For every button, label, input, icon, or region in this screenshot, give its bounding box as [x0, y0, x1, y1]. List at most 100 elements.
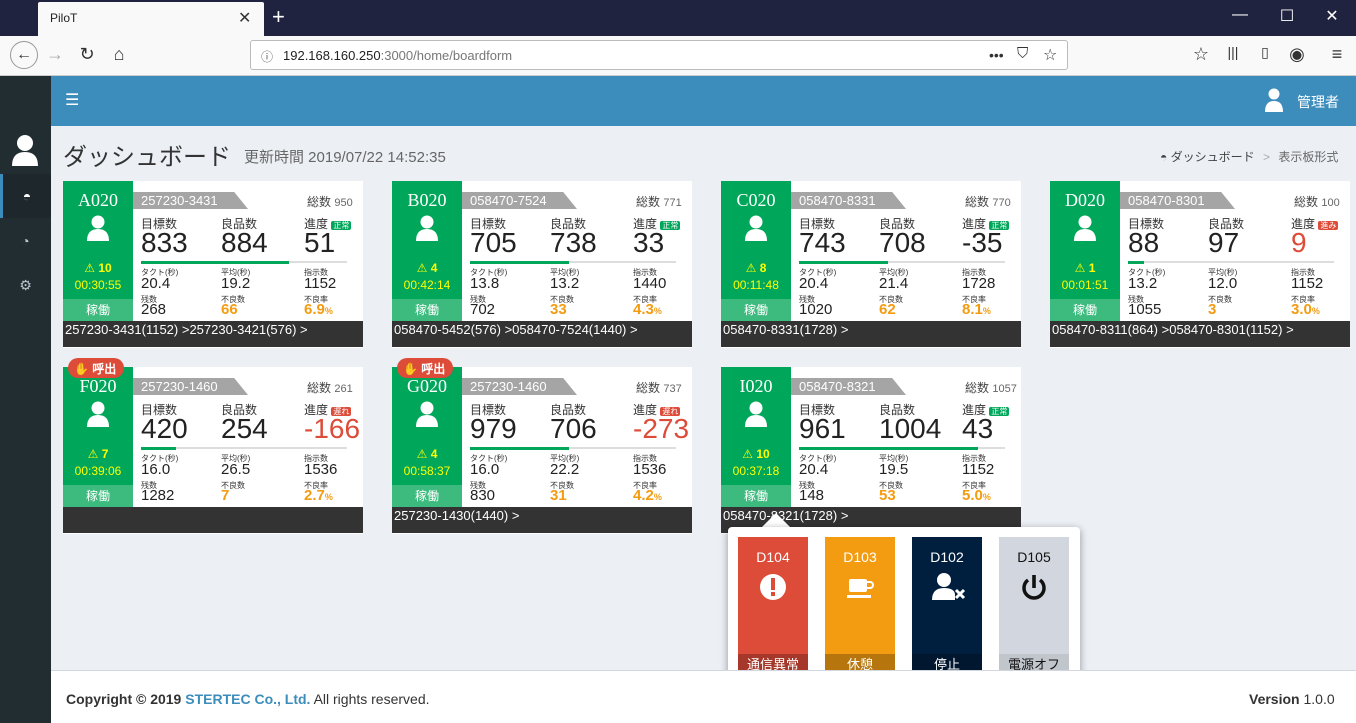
status-label: 稼働: [392, 485, 462, 507]
avg-value: 12.0: [1208, 275, 1238, 292]
remain-label: 残数: [1128, 295, 1144, 304]
window-close-icon[interactable]: ✕: [1325, 8, 1339, 25]
card-queue[interactable]: 058470-8311(864) >058470-8301(1152) >: [1050, 321, 1350, 347]
operator-icon: [87, 215, 109, 241]
copyright-suffix: All rights reserved.: [310, 691, 430, 707]
progress-bar-fill: [799, 261, 888, 264]
breadcrumb-home[interactable]: ダッシュボード: [1170, 150, 1255, 164]
url-bar[interactable]: ⓘ 192.168.160.250:3000/home/boardform ••…: [250, 40, 1068, 70]
home-icon[interactable]: ⌂: [113, 44, 125, 64]
minimize-icon[interactable]: —: [1232, 6, 1248, 23]
reload-icon[interactable]: ↻: [79, 44, 95, 64]
status-option-d105[interactable]: D105 電源オフ: [999, 537, 1069, 675]
page-actions-icon[interactable]: •••: [989, 47, 1004, 63]
total-label: 総数: [307, 381, 332, 395]
hand-icon: ✋: [403, 362, 418, 376]
avg-label: 平均(秒): [550, 268, 580, 277]
call-badge[interactable]: ✋ 呼出: [397, 358, 454, 378]
progress-bar: [141, 447, 347, 450]
remain-label: 残数: [141, 295, 157, 304]
bookmark-star-icon[interactable]: ☆: [1192, 44, 1210, 64]
card-queue[interactable]: [63, 507, 363, 533]
forward-icon[interactable]: →: [46, 44, 64, 64]
admin-avatar-icon[interactable]: [1265, 88, 1283, 117]
warning-value: 10: [98, 261, 112, 275]
sidebar-item-settings[interactable]: ⚙: [0, 263, 51, 307]
call-badge[interactable]: ✋ 呼出: [68, 358, 125, 378]
status-label: 稼働: [63, 299, 133, 321]
status-option-d104[interactable]: D104 通信異常: [738, 537, 808, 675]
dashboard-crumb-icon: ◓: [1160, 150, 1168, 164]
warning-icon: ⚠: [416, 447, 428, 461]
sidebar-toggle-icon[interactable]: ▯: [1261, 44, 1269, 60]
pocket-icon[interactable]: ⛉: [1017, 45, 1029, 62]
inst-value: 1536: [633, 461, 667, 478]
progress-label: 進度 遅れ: [304, 401, 352, 418]
card-queue[interactable]: 257230-3431(1152) >257230-3421(576) >: [63, 321, 363, 347]
breadcrumb-separator: >: [1262, 150, 1270, 164]
sidebar-item-chart[interactable]: ◔: [0, 219, 51, 263]
card-queue[interactable]: 058470-5452(576) >058470-7524(1440) >: [392, 321, 692, 347]
progress-value: -273: [633, 413, 690, 444]
board-card[interactable]: C020 ⚠ 8 00:11:48 稼働 058470-8331 総数 770 …: [721, 181, 1021, 348]
warning-count: ⚠ 10: [63, 261, 133, 275]
info-icon[interactable]: ⓘ: [261, 50, 274, 64]
status-option-d103[interactable]: D103 休憩: [825, 537, 895, 675]
board-card[interactable]: G020 ⚠ 4 00:58:37 稼働 257230-1460 総数 737 …: [392, 358, 692, 534]
admin-name[interactable]: 管理者: [1297, 94, 1339, 110]
remain-label: 残数: [470, 295, 486, 304]
remain-label: 残数: [141, 481, 157, 490]
url-text: 192.168.160.250:3000/home/boardform: [283, 48, 512, 63]
new-tab-icon[interactable]: +: [272, 4, 285, 29]
progress-bar: [470, 447, 676, 450]
maximize-icon[interactable]: ☐: [1279, 8, 1295, 25]
takt-value: 16.0: [470, 461, 500, 478]
close-tab-icon[interactable]: ✕: [238, 10, 252, 27]
avg-label: 平均(秒): [550, 454, 580, 463]
product-code: 058470-8331: [791, 192, 906, 209]
card-queue[interactable]: 058470-8331(1728) >: [721, 321, 1021, 347]
board-card[interactable]: D020 ⚠ 1 00:01:51 稼働 058470-8301 総数 100 …: [1050, 181, 1350, 348]
board-card[interactable]: B020 ⚠ 4 00:42:14 稼働 058470-7524 総数 771 …: [392, 181, 692, 348]
defect-rate: 6.9%: [304, 301, 333, 318]
progress-value: 43: [962, 413, 994, 444]
avg-label: 平均(秒): [221, 268, 251, 277]
browser-tab[interactable]: PiloT ✕: [38, 2, 264, 36]
company-link[interactable]: STERTEC Co., Ltd.: [185, 691, 311, 707]
menu-icon[interactable]: ≡: [1331, 44, 1343, 64]
warning-count: ⚠ 8: [721, 261, 791, 275]
takt-label: タクト(秒): [470, 454, 508, 463]
warning-icon: ⚠: [84, 261, 96, 275]
status-option-d102[interactable]: D102 停止: [912, 537, 982, 675]
board-card[interactable]: A020 ⚠ 10 00:30:55 稼働 257230-3431 総数 950…: [63, 181, 363, 348]
target-value: 420: [141, 413, 188, 444]
defect-rate-value: 6.9: [304, 301, 325, 318]
progress-value: 51: [304, 227, 336, 258]
progress-label: 進度 正常: [633, 215, 681, 232]
elapsed-time: 00:11:48: [733, 278, 779, 292]
account-icon[interactable]: ◉: [1289, 44, 1305, 64]
library-icon[interactable]: |||: [1227, 44, 1239, 60]
board-card[interactable]: I020 ⚠ 10 00:37:18 稼働 058470-8321 総数 105…: [721, 367, 1021, 534]
percent-sign: %: [324, 306, 333, 316]
target-value: 961: [799, 413, 846, 444]
card-queue[interactable]: 257230-1430(1440) >: [392, 507, 692, 533]
status-label: 通信異常: [738, 654, 808, 675]
sidebar-item-dashboard[interactable]: ◓: [0, 174, 51, 218]
back-icon[interactable]: ←: [10, 41, 38, 69]
remain-value: 268: [141, 301, 167, 318]
remain-label: 残数: [470, 481, 486, 490]
hamburger-icon[interactable]: ☰: [65, 92, 80, 109]
star-icon[interactable]: ☆: [1043, 47, 1058, 64]
progress-label-text: 進度: [304, 403, 329, 417]
target-label: 目標数: [1128, 217, 1165, 231]
percent-sign: %: [324, 492, 333, 502]
takt-label: タクト(秒): [141, 454, 179, 463]
remain-value: 830: [470, 487, 496, 504]
call-label: 呼出: [92, 362, 117, 376]
inst-value: 1152: [962, 461, 995, 478]
defect-rate-value: 5.0: [962, 487, 983, 504]
inst-label: 指示数: [633, 454, 657, 463]
product-code: 257230-1460: [462, 378, 577, 395]
board-card[interactable]: F020 ⚠ 7 00:39:06 稼働 257230-1460 総数 261 …: [63, 358, 363, 534]
